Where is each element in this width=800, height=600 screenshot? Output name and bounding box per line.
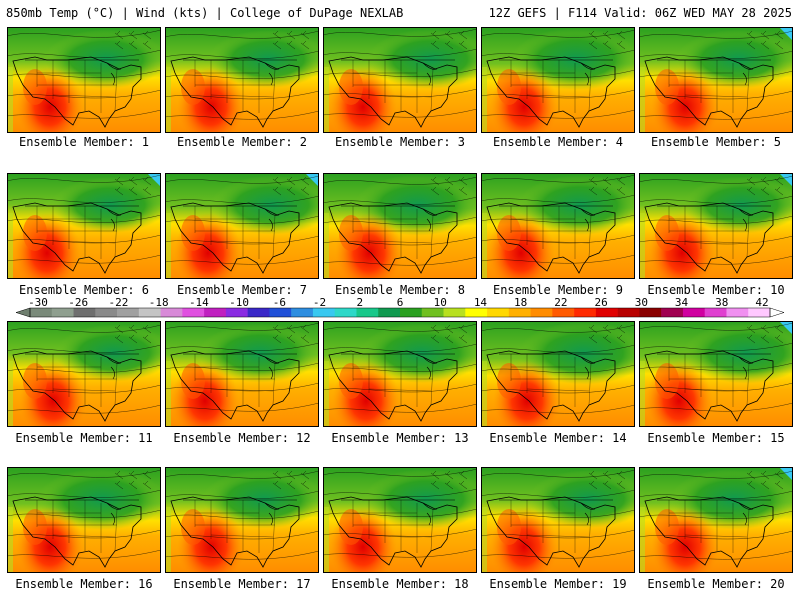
colorbar-swatch <box>530 308 553 317</box>
ensemble-map-17 <box>165 467 319 573</box>
ensemble-map-5 <box>639 27 793 133</box>
ensemble-member-label: Ensemble Member: 18 <box>331 577 469 591</box>
ensemble-member-label: Ensemble Member: 12 <box>173 431 311 445</box>
colorbar-tick-label: -18 <box>149 296 169 309</box>
colorbar-swatch <box>356 308 379 317</box>
colorbar-swatch <box>661 308 684 317</box>
colorbar-tick-label: 38 <box>715 296 728 309</box>
colorbar-swatch <box>182 308 205 317</box>
colorbar-swatch <box>748 308 771 317</box>
colorbar-swatch <box>400 308 423 317</box>
colorbar-swatch <box>291 308 314 317</box>
run-valid-time: 12Z GEFS | F114 Valid: 06Z WED MAY 28 20… <box>488 6 792 20</box>
colorbar-swatch <box>617 308 640 317</box>
colorbar-tick-label: -22 <box>109 296 129 309</box>
colorbar-tick-label: 22 <box>554 296 567 309</box>
ensemble-member-label: Ensemble Member: 19 <box>489 577 627 591</box>
ensemble-member-label: Ensemble Member: 14 <box>489 431 627 445</box>
ensemble-member-label: Ensemble Member: 6 <box>18 283 150 297</box>
ensemble-map-10 <box>639 173 793 279</box>
colorbar-swatch <box>312 308 336 317</box>
ensemble-map-9 <box>481 173 635 279</box>
ensemble-map-18 <box>323 467 477 573</box>
ensemble-map-15 <box>639 321 793 427</box>
ensemble-map-6 <box>7 173 161 279</box>
colorbar-swatch <box>269 308 292 317</box>
ensemble-map-16 <box>7 467 161 573</box>
colorbar-tick-label: -14 <box>189 296 209 309</box>
colorbar-swatch <box>160 308 183 317</box>
colorbar-swatch <box>204 308 227 317</box>
colorbar-tick-label: 30 <box>635 296 648 309</box>
ensemble-map-8 <box>323 173 477 279</box>
colorbar-swatch <box>552 308 575 317</box>
colorbar-tick-label: 34 <box>675 296 689 309</box>
ensemble-map-19 <box>481 467 635 573</box>
colorbar-swatch <box>726 308 749 317</box>
colorbar-swatch <box>639 308 662 317</box>
ensemble-map-4 <box>481 27 635 133</box>
ensemble-member-label: Ensemble Member: 8 <box>334 283 466 297</box>
colorbar-swatch <box>508 308 531 317</box>
colorbar-tick-label: -6 <box>273 296 286 309</box>
ensemble-member-label: Ensemble Member: 4 <box>492 135 624 149</box>
colorbar-swatch <box>704 308 727 317</box>
colorbar-swatch <box>95 308 118 317</box>
ensemble-member-label: Ensemble Member: 10 <box>647 283 785 297</box>
ensemble-map-20 <box>639 467 793 573</box>
colorbar-swatch <box>465 308 488 317</box>
ensemble-member-label: Ensemble Member: 2 <box>176 135 308 149</box>
ensemble-member-label: Ensemble Member: 1 <box>18 135 150 149</box>
colorbar-swatch <box>247 308 270 317</box>
colorbar-swatch <box>225 308 248 317</box>
ensemble-member-label: Ensemble Member: 9 <box>492 283 624 297</box>
ensemble-member-label: Ensemble Member: 16 <box>15 577 153 591</box>
colorbar-tick-label: -10 <box>229 296 249 309</box>
ensemble-member-label: Ensemble Member: 7 <box>176 283 308 297</box>
ensemble-map-1 <box>7 27 161 133</box>
colorbar-tick-label: 26 <box>594 296 607 309</box>
colorbar-tick-label: 18 <box>514 296 527 309</box>
ensemble-member-label: Ensemble Member: 13 <box>331 431 469 445</box>
ensemble-map-13 <box>323 321 477 427</box>
ensemble-map-3 <box>323 27 477 133</box>
colorbar-swatch <box>117 308 140 317</box>
colorbar-swatch <box>574 308 597 317</box>
ensemble-member-label: Ensemble Member: 3 <box>334 135 466 149</box>
colorbar-swatch <box>378 308 401 317</box>
colorbar-swatch <box>30 308 53 317</box>
map-title: 850mb Temp (°C) | Wind (kts) | College o… <box>6 6 404 20</box>
ensemble-map-2 <box>165 27 319 133</box>
ensemble-map-12 <box>165 321 319 427</box>
colorbar-tick-label: -26 <box>68 296 88 309</box>
ensemble-map-14 <box>481 321 635 427</box>
colorbar-max-arrow <box>769 307 785 318</box>
ensemble-member-label: Ensemble Member: 15 <box>647 431 785 445</box>
ensemble-map-11 <box>7 321 161 427</box>
colorbar-swatch <box>421 308 444 317</box>
colorbar-tick-label: 42 <box>755 296 768 309</box>
ensemble-member-label: Ensemble Member: 20 <box>647 577 785 591</box>
colorbar-swatch <box>682 308 706 317</box>
colorbar-tick-label: -2 <box>313 296 326 309</box>
colorbar-swatch <box>73 308 96 317</box>
colorbar-tick-label: 6 <box>397 296 404 309</box>
colorbar-swatch <box>487 308 510 317</box>
colorbar-swatch <box>138 308 161 317</box>
ensemble-map-7 <box>165 173 319 279</box>
colorbar-swatch <box>443 308 466 317</box>
ensemble-member-label: Ensemble Member: 17 <box>173 577 311 591</box>
colorbar-swatch <box>595 308 618 317</box>
colorbar-tick-label: 10 <box>434 296 447 309</box>
colorbar-swatch <box>334 308 357 317</box>
ensemble-member-label: Ensemble Member: 11 <box>15 431 153 445</box>
colorbar-tick-label: 14 <box>474 296 488 309</box>
colorbar-min-arrow <box>15 307 31 318</box>
ensemble-member-label: Ensemble Member: 5 <box>650 135 782 149</box>
colorbar-swatch <box>51 308 74 317</box>
colorbar-tick-label: -30 <box>28 296 48 309</box>
temperature-colorbar: -30 -26 -22 -18 -14 -10 -6 -2 2 6 10 14 18 22 26 30 34 38… <box>15 296 785 318</box>
colorbar-tick-label: 2 <box>356 296 363 309</box>
